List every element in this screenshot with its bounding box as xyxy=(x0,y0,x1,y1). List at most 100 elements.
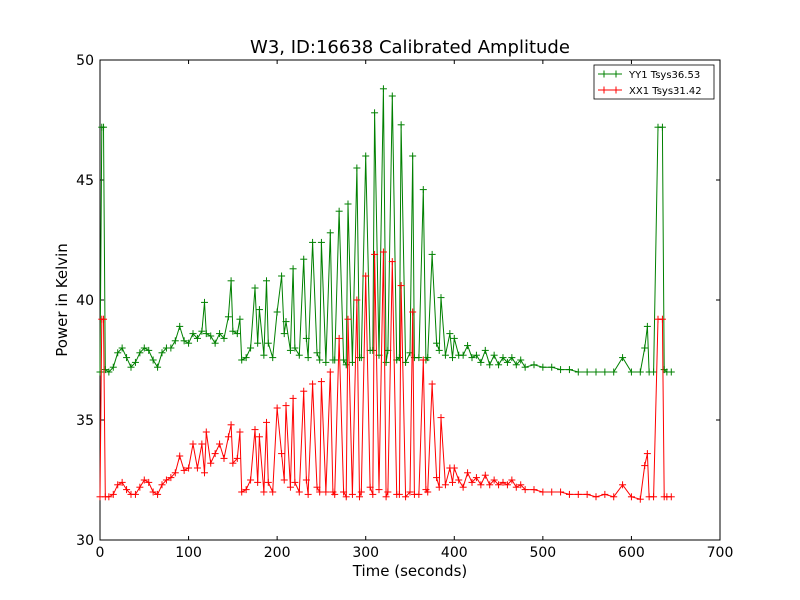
data-point xyxy=(280,330,288,338)
data-point xyxy=(185,339,193,347)
data-point xyxy=(123,354,131,362)
data-point xyxy=(109,490,117,498)
data-point xyxy=(309,238,317,246)
data-point xyxy=(342,361,350,369)
data-point xyxy=(313,483,321,491)
data-point xyxy=(185,464,193,472)
data-point xyxy=(508,354,516,362)
data-point xyxy=(636,368,644,376)
data-point xyxy=(316,488,324,496)
data-point xyxy=(375,486,383,494)
data-point xyxy=(286,483,294,491)
x-tick-label: 400 xyxy=(441,545,468,561)
data-point xyxy=(96,368,104,376)
y-tick-label: 30 xyxy=(76,533,94,549)
data-point xyxy=(127,363,135,371)
data-point xyxy=(289,265,297,273)
data-point xyxy=(517,356,525,364)
data-point xyxy=(269,488,277,496)
data-point xyxy=(105,493,113,501)
data-point xyxy=(136,483,144,491)
data-point xyxy=(667,368,675,376)
data-point xyxy=(641,344,649,352)
data-point xyxy=(263,418,271,426)
data-point xyxy=(286,346,294,354)
data-point xyxy=(362,272,370,280)
data-point xyxy=(384,488,392,496)
data-point xyxy=(379,248,387,256)
data-point xyxy=(402,358,410,366)
data-point xyxy=(362,152,370,160)
data-point xyxy=(105,368,113,376)
data-point xyxy=(201,298,209,306)
data-point xyxy=(565,366,573,374)
data-point xyxy=(610,368,618,376)
data-point xyxy=(331,356,339,364)
data-point xyxy=(211,450,219,458)
data-point xyxy=(100,123,108,131)
data-point xyxy=(477,481,485,489)
data-point xyxy=(207,459,215,467)
data-point xyxy=(356,493,364,501)
data-point xyxy=(499,354,507,362)
data-point xyxy=(227,421,235,429)
data-point xyxy=(395,490,403,498)
data-point xyxy=(495,481,503,489)
data-point xyxy=(278,450,286,458)
data-point xyxy=(627,493,635,501)
data-point xyxy=(273,308,281,316)
legend-label-xx1: XX1 Tsys31.42 xyxy=(629,86,702,97)
x-tick-label: 100 xyxy=(175,545,202,561)
data-point xyxy=(100,315,108,323)
x-tick-label: 0 xyxy=(96,545,105,561)
data-point xyxy=(428,380,436,388)
data-point xyxy=(220,454,228,462)
data-point xyxy=(601,368,609,376)
legend-entry-yy1: YY1 Tsys36.53 xyxy=(598,70,700,81)
data-point xyxy=(233,330,241,338)
data-point xyxy=(162,476,170,484)
data-point xyxy=(101,366,109,374)
x-axis-label: Time (seconds) xyxy=(352,562,468,580)
data-point xyxy=(503,358,511,366)
data-point xyxy=(650,493,658,501)
data-point xyxy=(302,334,310,342)
data-point xyxy=(322,488,330,496)
data-point xyxy=(309,380,317,388)
data-point xyxy=(167,474,175,482)
data-point xyxy=(382,358,390,366)
data-point xyxy=(486,481,494,489)
data-point xyxy=(512,483,520,491)
data-point xyxy=(254,339,262,347)
data-point xyxy=(198,327,206,335)
data-point xyxy=(382,493,390,501)
data-point xyxy=(202,330,210,338)
data-point xyxy=(601,490,609,498)
y-tick-label: 50 xyxy=(76,53,94,69)
data-point xyxy=(521,363,529,371)
data-point xyxy=(643,322,651,330)
data-point xyxy=(149,488,157,496)
data-point xyxy=(227,277,235,285)
data-point xyxy=(118,478,126,486)
legend-box xyxy=(593,64,715,100)
data-point xyxy=(344,200,352,208)
data-point xyxy=(583,490,591,498)
axis-ticks: 0 100 200 300 400 500 600 700 30 35 40 45 50 xyxy=(76,53,733,561)
data-point xyxy=(282,402,290,410)
data-point xyxy=(424,488,432,496)
data-point xyxy=(158,349,166,357)
data-point xyxy=(667,493,675,501)
data-point xyxy=(198,440,206,448)
data-point xyxy=(238,356,246,364)
data-point xyxy=(238,488,246,496)
data-point xyxy=(419,356,427,364)
data-point xyxy=(304,490,312,498)
data-point xyxy=(424,354,432,362)
data-point xyxy=(357,488,365,496)
data-point xyxy=(145,346,153,354)
data-point xyxy=(565,490,573,498)
data-point xyxy=(481,471,489,479)
data-point xyxy=(402,493,410,501)
